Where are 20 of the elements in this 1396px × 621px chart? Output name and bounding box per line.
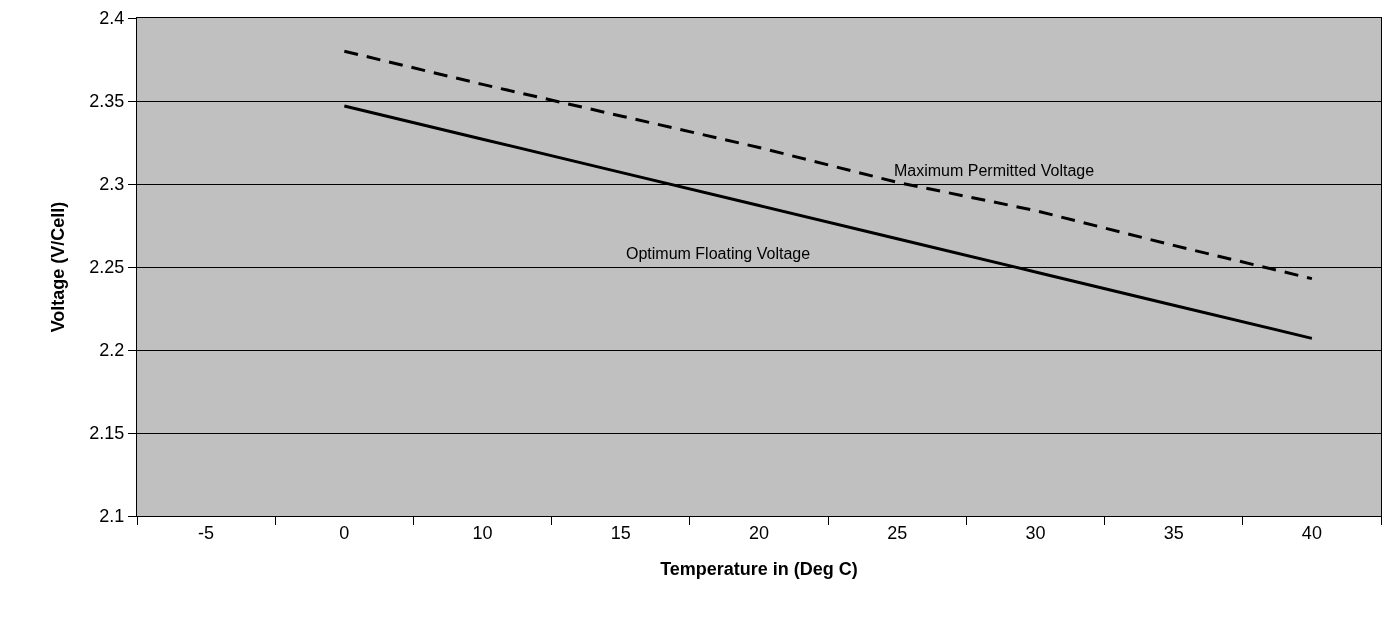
x-tick-label: 15 xyxy=(610,522,631,543)
x-axis-title: Temperature in (Deg C) xyxy=(660,558,858,579)
x-tick-label: 35 xyxy=(1163,522,1184,543)
series-label: Optimum Floating Voltage xyxy=(626,245,811,262)
y-tick-label: 2.15 xyxy=(89,423,125,444)
x-tick-label: 40 xyxy=(1301,522,1322,543)
y-axis-title: Voltage (V/Cell) xyxy=(47,201,68,333)
x-tick-label: 20 xyxy=(748,522,770,543)
x-tick-label: 25 xyxy=(887,522,908,543)
x-tick-label: -5 xyxy=(198,522,215,543)
y-tick-label: 2.3 xyxy=(99,174,125,195)
y-tick-label: 2.25 xyxy=(89,257,125,278)
y-tick-label: 2.4 xyxy=(99,8,125,29)
y-tick-label: 2.35 xyxy=(89,91,125,112)
x-tick-label: 10 xyxy=(472,522,493,543)
x-tick-label: 30 xyxy=(1025,522,1046,543)
x-tick-label: 0 xyxy=(339,522,350,543)
y-tick-label: 2.2 xyxy=(99,340,125,361)
y-tick-label: 2.1 xyxy=(99,506,125,527)
series-label: Maximum Permitted Voltage xyxy=(894,162,1095,179)
